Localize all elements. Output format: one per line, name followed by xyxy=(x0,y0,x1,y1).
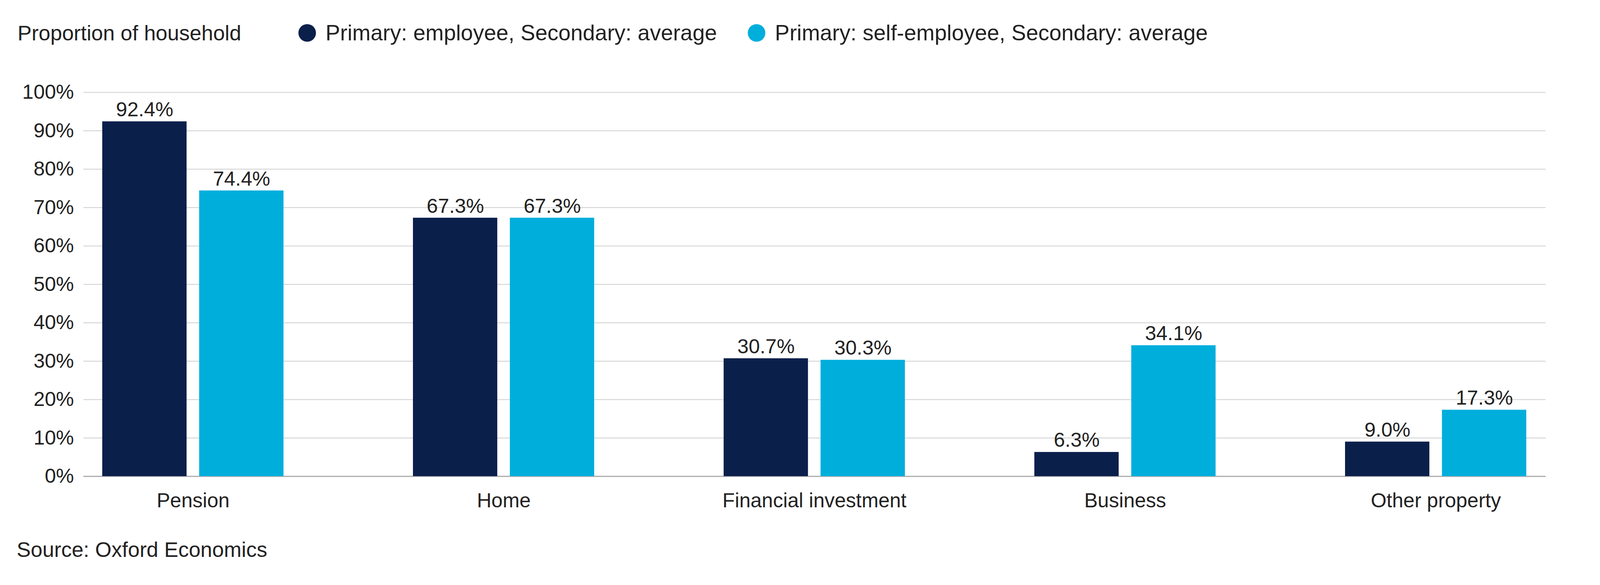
svg-text:20%: 20% xyxy=(33,387,74,411)
svg-text:90%: 90% xyxy=(33,118,74,142)
html-text:Proportion of household: Proportion of household xyxy=(17,21,242,45)
svg-text:92.4%: 92.4% xyxy=(115,97,173,121)
svg-text:30%: 30% xyxy=(33,349,74,373)
svg-text:67.3%: 67.3% xyxy=(426,194,484,218)
svg-text:80%: 80% xyxy=(33,157,74,180)
svg-text:40%: 40% xyxy=(33,310,74,334)
svg-text:50%: 50% xyxy=(33,272,74,296)
html-text:Source: Oxford Economics: Source: Oxford Economics xyxy=(16,538,268,562)
svg-text:Business: Business xyxy=(1084,488,1167,512)
svg-text:6.3%: 6.3% xyxy=(1053,428,1100,452)
svg-text:100%: 100% xyxy=(22,80,75,104)
svg-text:30.7%: 30.7% xyxy=(737,334,795,358)
svg-text:34.1%: 34.1% xyxy=(1144,321,1202,345)
html-text:Primary: employee, Secondary:: Primary: employee, Secondary: average xyxy=(325,20,717,46)
svg-text:60%: 60% xyxy=(33,233,74,257)
svg-text:67.3%: 67.3% xyxy=(523,194,581,218)
svg-text:17.3%: 17.3% xyxy=(1455,386,1513,409)
html-text:Primary: self-employee, Second: Primary: self-employee, Secondary: avera… xyxy=(774,20,1208,46)
svg-text:Financial investment: Financial investment xyxy=(722,488,907,512)
svg-text:9.0%: 9.0% xyxy=(1364,418,1411,442)
svg-text:70%: 70% xyxy=(33,195,74,219)
svg-text:30.3%: 30.3% xyxy=(834,336,892,359)
svg-text:Other property: Other property xyxy=(1370,488,1502,512)
svg-text:10%: 10% xyxy=(33,426,74,449)
svg-text:Pension: Pension xyxy=(156,488,230,512)
svg-text:0%: 0% xyxy=(44,464,74,488)
svg-text:Home: Home xyxy=(477,488,531,512)
svg-text:74.4%: 74.4% xyxy=(212,167,270,191)
